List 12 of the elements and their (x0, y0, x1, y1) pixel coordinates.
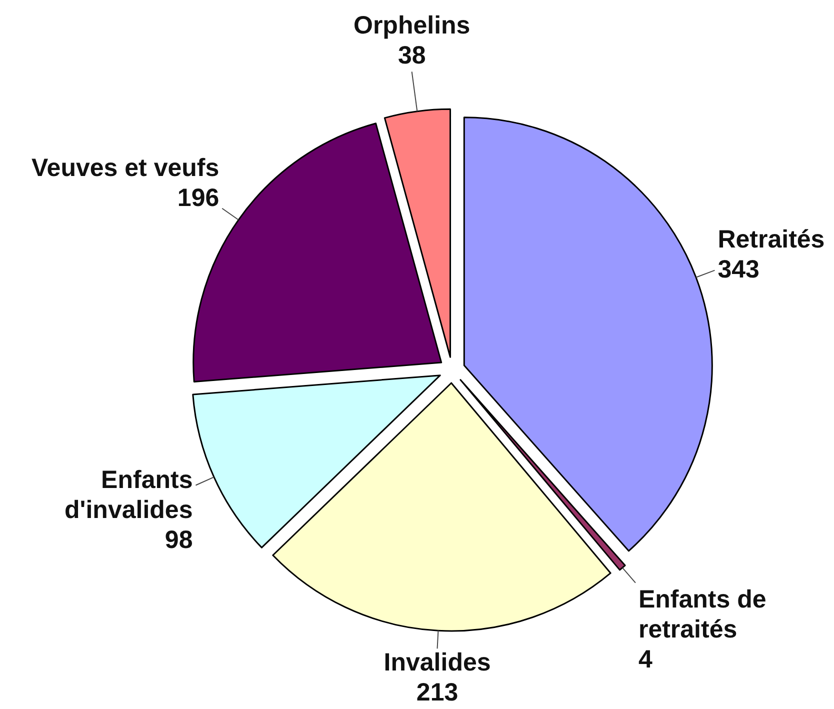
data-label: 213 (416, 678, 458, 707)
slice-label: Enfants d'invalides (64, 466, 193, 524)
data-label: 4 (638, 646, 652, 674)
data-label: 38 (398, 42, 426, 70)
slice-label: Retraités (718, 225, 825, 254)
slice-label: Orphelins (353, 12, 470, 40)
data-label: 196 (177, 184, 220, 212)
slice-label: Invalides (384, 648, 491, 677)
data-label: 343 (718, 255, 760, 284)
slice-label: Veuves et veufs (32, 154, 220, 182)
data-label: 98 (164, 526, 193, 554)
slice-label: Enfants de retraités (638, 586, 766, 644)
